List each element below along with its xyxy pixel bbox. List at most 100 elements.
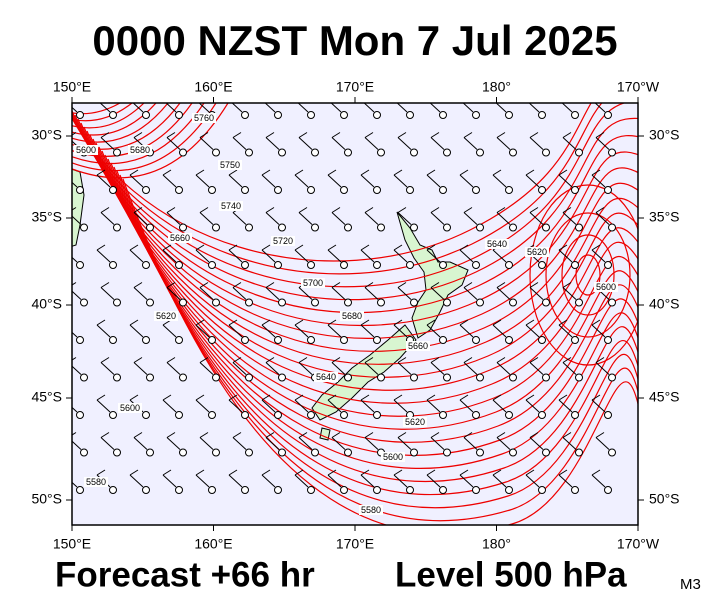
barb-station bbox=[373, 336, 381, 344]
barb-flag bbox=[327, 394, 337, 401]
barb-station bbox=[175, 111, 183, 119]
barb-station bbox=[571, 186, 579, 194]
barb-staff bbox=[231, 103, 243, 113]
barb-flag bbox=[232, 282, 242, 288]
barb-flag bbox=[129, 244, 139, 251]
contour-label: 5600 bbox=[383, 452, 403, 462]
barb-flag bbox=[360, 319, 370, 326]
contour bbox=[72, 103, 603, 275]
barb-station bbox=[542, 223, 550, 232]
barb-staff bbox=[294, 174, 309, 188]
barb-station bbox=[76, 336, 84, 344]
barb-flag bbox=[393, 469, 403, 476]
barb-flag bbox=[133, 132, 143, 138]
barb-flag bbox=[393, 244, 403, 251]
barb-station bbox=[505, 411, 513, 419]
barb-staff bbox=[232, 137, 247, 150]
barb-station bbox=[410, 223, 418, 232]
contour-label: 5740 bbox=[221, 201, 241, 211]
barb-station bbox=[571, 336, 579, 344]
barb-station bbox=[212, 298, 220, 307]
barb-staff bbox=[529, 212, 544, 225]
barb-station bbox=[212, 448, 220, 457]
barb-staff bbox=[72, 406, 78, 413]
barb-station bbox=[505, 111, 513, 119]
barb-flag bbox=[199, 132, 209, 138]
barb-flag bbox=[195, 394, 205, 401]
barb-flag bbox=[72, 282, 77, 286]
barb-station bbox=[142, 411, 150, 419]
barb-station bbox=[274, 111, 282, 119]
barb-station bbox=[373, 186, 381, 194]
barb-staff bbox=[496, 437, 511, 450]
barb-staff bbox=[364, 362, 379, 375]
barb-staff bbox=[195, 474, 210, 488]
barb-station bbox=[439, 111, 447, 119]
barb-station bbox=[538, 486, 546, 494]
barb-station bbox=[311, 448, 319, 457]
barb-station bbox=[505, 486, 513, 494]
barb-flag bbox=[558, 469, 568, 476]
barb-station bbox=[604, 111, 612, 119]
barb-station bbox=[179, 148, 187, 157]
barb-flag bbox=[360, 244, 370, 251]
barb-staff bbox=[529, 137, 544, 150]
barb-station bbox=[377, 148, 385, 157]
barb-flag bbox=[463, 282, 473, 288]
barb-staff bbox=[525, 474, 540, 488]
barb-station bbox=[241, 411, 249, 419]
barb-flag bbox=[331, 132, 341, 138]
barb-station bbox=[179, 448, 187, 457]
barb-flag bbox=[426, 394, 436, 401]
barb-staff bbox=[360, 174, 375, 188]
barb-flag bbox=[459, 169, 469, 176]
lat-label: 40°S bbox=[649, 296, 680, 312]
barb-staff bbox=[265, 362, 280, 375]
barb-flag bbox=[496, 207, 506, 213]
contour-label-box bbox=[359, 505, 383, 515]
barb-staff bbox=[195, 249, 210, 263]
barb-flag bbox=[265, 132, 275, 138]
barb-flag bbox=[163, 95, 171, 100]
barb-flag bbox=[327, 244, 337, 251]
barb-station bbox=[109, 411, 117, 419]
model-label: M3 bbox=[680, 576, 701, 593]
barb-flag bbox=[529, 132, 539, 138]
barb-flag bbox=[298, 432, 308, 438]
barb-staff bbox=[166, 212, 181, 225]
contour-label: 5660 bbox=[408, 341, 428, 351]
barb-station bbox=[109, 186, 117, 194]
contour-label: 5620 bbox=[156, 311, 176, 321]
barb-staff bbox=[265, 437, 280, 450]
barb-flag bbox=[331, 282, 341, 288]
barb-staff bbox=[166, 362, 181, 375]
barb-flag bbox=[262, 95, 270, 100]
barb-flag bbox=[592, 95, 600, 100]
barb-flag bbox=[558, 169, 568, 176]
height-contours bbox=[72, 103, 638, 525]
barb-station bbox=[340, 186, 348, 194]
barb-station bbox=[373, 486, 381, 494]
barb-station bbox=[472, 111, 480, 119]
barb-station bbox=[245, 148, 253, 157]
barb-station bbox=[542, 298, 550, 307]
barb-flag bbox=[298, 207, 308, 213]
barb-flag bbox=[96, 319, 106, 326]
barb-flag bbox=[591, 469, 601, 476]
barb-flag bbox=[460, 95, 468, 100]
barb-staff bbox=[261, 474, 276, 488]
barb-station bbox=[278, 223, 286, 232]
barb-staff bbox=[265, 212, 280, 225]
barb-station bbox=[344, 223, 352, 232]
barb-station bbox=[142, 336, 150, 344]
barb-station bbox=[575, 148, 583, 157]
barb-flag bbox=[72, 245, 73, 246]
barb-station bbox=[410, 298, 418, 307]
contour-label: 5600 bbox=[120, 403, 140, 413]
barb-station bbox=[406, 111, 414, 119]
barb-staff bbox=[393, 399, 408, 413]
barb-station bbox=[274, 411, 282, 419]
barb-flag bbox=[100, 357, 110, 363]
barb-staff bbox=[133, 362, 148, 375]
barb-staff bbox=[96, 174, 111, 188]
